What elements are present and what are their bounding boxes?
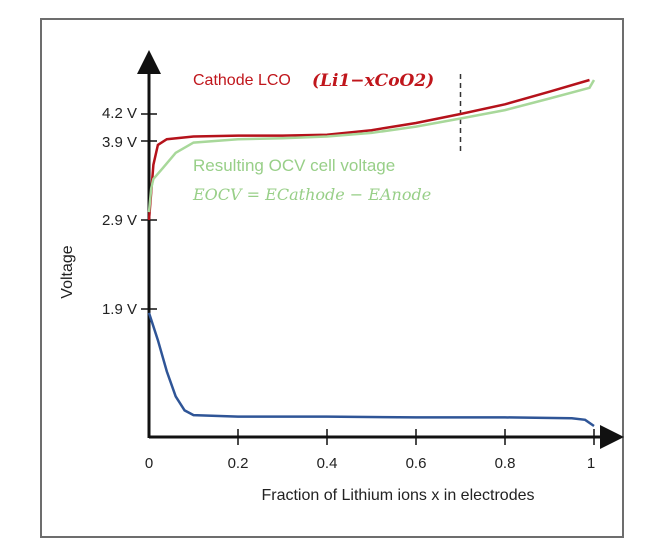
y-axis-title: Voltage [59,245,76,298]
ocv-formula: EOCV = ECathode − EAnode [192,185,431,204]
cathode-label: Cathode LCO [193,72,291,89]
x-tick-label-1: 1 [587,455,595,472]
y-tick-label-1.9: 1.9 V [102,301,137,318]
x-tick-label-0: 0 [145,455,153,472]
cathode-formula: (Li1−xCoO2) [312,71,434,91]
x-tick-label-0.2: 0.2 [228,455,249,472]
series-cathode-lco [147,78,590,221]
x-ticks [237,429,595,445]
x-tick-label-0.8: 0.8 [495,455,516,472]
series-ocv-cell-voltage [147,79,596,213]
series-anode [147,312,595,428]
y-tick-label-2.9: 2.9 V [102,212,137,229]
x-tick-label-0.6: 0.6 [406,455,427,472]
y-tick-label-4.2: 4.2 V [102,105,137,122]
x-tick-label-0.4: 0.4 [317,455,338,472]
ocv-label: Resulting OCV cell voltage [193,156,395,175]
y-tick-label-3.9: 3.9 V [102,134,137,151]
x-axis-title: Fraction of Lithium ions x in electrodes [261,487,534,504]
